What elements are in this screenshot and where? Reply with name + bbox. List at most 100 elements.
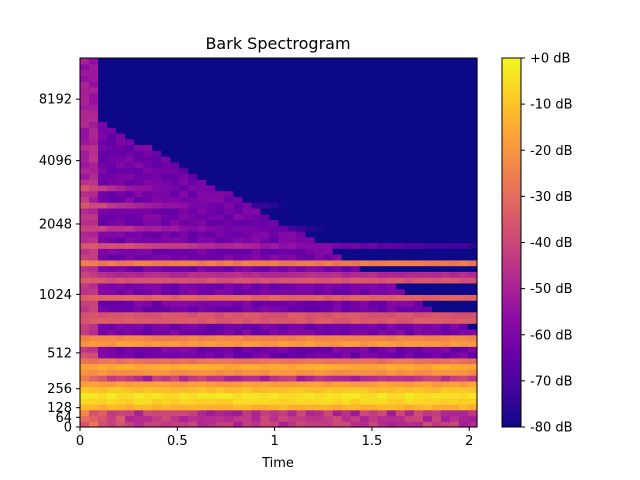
colorbar: [502, 58, 521, 427]
heatmap-cell: [287, 161, 298, 169]
heatmap-cell: [125, 369, 135, 376]
heatmap-cell: [161, 92, 171, 99]
heatmap-cell: [269, 300, 280, 307]
heatmap-cell: [98, 311, 108, 319]
heatmap-cell: [125, 323, 135, 330]
heatmap-cell: [269, 259, 280, 267]
heatmap-cell: [368, 144, 379, 151]
heatmap-cell: [251, 173, 262, 180]
heatmap-cell: [449, 334, 460, 342]
heatmap-cell: [98, 109, 108, 117]
heatmap-cell: [314, 392, 325, 399]
heatmap-cell: [368, 357, 379, 365]
heatmap-cell: [377, 363, 388, 370]
heatmap-cell: [80, 375, 90, 382]
heatmap-cell: [224, 58, 234, 65]
heatmap-cell: [251, 58, 262, 65]
heatmap-cell: [134, 369, 144, 376]
heatmap-cell: [152, 132, 162, 140]
heatmap-cell: [386, 81, 397, 88]
heatmap-cell: [152, 398, 162, 405]
heatmap-cell: [440, 98, 451, 105]
heatmap-cell: [89, 190, 99, 197]
heatmap-cell: [404, 334, 415, 342]
heatmap-cell: [368, 421, 379, 428]
heatmap-cell: [386, 248, 397, 255]
heatmap-cell: [377, 58, 388, 65]
heatmap-cell: [206, 346, 216, 353]
heatmap-cell: [350, 271, 361, 278]
heatmap-cell: [386, 277, 397, 284]
heatmap-cell: [161, 415, 171, 422]
heatmap-cell: [395, 380, 406, 388]
heatmap-cell: [323, 409, 334, 417]
heatmap-cell: [233, 132, 244, 140]
heatmap-cell: [197, 265, 207, 272]
heatmap-cell: [458, 109, 469, 117]
heatmap-cell: [107, 81, 117, 88]
heatmap-cell: [296, 421, 307, 428]
heatmap-cell: [197, 392, 207, 399]
heatmap-cell: [206, 144, 216, 151]
heatmap-cell: [458, 127, 469, 134]
heatmap-cell: [440, 398, 451, 405]
heatmap-cell: [125, 357, 135, 365]
heatmap-cell: [188, 288, 198, 295]
heatmap-cell: [188, 415, 198, 422]
heatmap-cell: [269, 92, 280, 99]
heatmap-cell: [188, 340, 198, 347]
heatmap-cell: [377, 184, 388, 192]
heatmap-cell: [188, 294, 198, 301]
heatmap-cell: [440, 92, 451, 99]
heatmap-cell: [359, 242, 370, 249]
heatmap-cell: [134, 305, 144, 313]
heatmap-cell: [215, 380, 225, 388]
heatmap-cell: [260, 207, 271, 215]
heatmap-cell: [233, 375, 244, 382]
y-tick-label: 128: [47, 401, 72, 416]
heatmap-cell: [80, 109, 90, 117]
heatmap-cell: [332, 294, 343, 301]
heatmap-cell: [431, 173, 442, 180]
heatmap-cell: [323, 184, 334, 192]
heatmap-cell: [260, 375, 271, 382]
heatmap-cell: [368, 386, 379, 394]
heatmap-cell: [134, 179, 144, 186]
heatmap-cell: [449, 403, 460, 411]
heatmap-cell: [413, 294, 424, 301]
heatmap-cell: [386, 288, 397, 295]
heatmap-cell: [242, 409, 253, 417]
heatmap-cell: [359, 127, 370, 134]
heatmap-cell: [368, 403, 379, 411]
heatmap-cell: [116, 363, 126, 370]
heatmap-cell: [107, 421, 117, 428]
heatmap-cell: [143, 403, 153, 411]
heatmap-cell: [161, 98, 171, 105]
heatmap-cell: [341, 248, 352, 255]
heatmap-cell: [206, 380, 216, 388]
heatmap-cell: [161, 380, 171, 388]
heatmap-cell: [242, 363, 253, 370]
heatmap-cell: [323, 398, 334, 405]
heatmap-cell: [224, 98, 234, 105]
heatmap-cell: [350, 213, 361, 221]
heatmap-cell: [305, 334, 316, 342]
heatmap-cell: [287, 104, 298, 111]
heatmap-cell: [125, 225, 135, 232]
heatmap-cell: [197, 138, 207, 146]
heatmap-cell: [89, 328, 99, 336]
heatmap-cell: [377, 421, 388, 428]
heatmap-cell: [206, 415, 216, 422]
heatmap-cell: [323, 115, 334, 123]
heatmap-cell: [377, 288, 388, 295]
heatmap-cell: [224, 254, 234, 261]
heatmap-cell: [431, 127, 442, 134]
heatmap-cell: [152, 323, 162, 330]
heatmap-cell: [449, 58, 460, 65]
heatmap-cell: [260, 86, 271, 94]
heatmap-cell: [314, 92, 325, 99]
y-tick-label: 1024: [39, 288, 72, 303]
x-tick-label: 1: [270, 434, 278, 449]
heatmap-cell: [413, 236, 424, 244]
heatmap-cell: [251, 81, 262, 88]
